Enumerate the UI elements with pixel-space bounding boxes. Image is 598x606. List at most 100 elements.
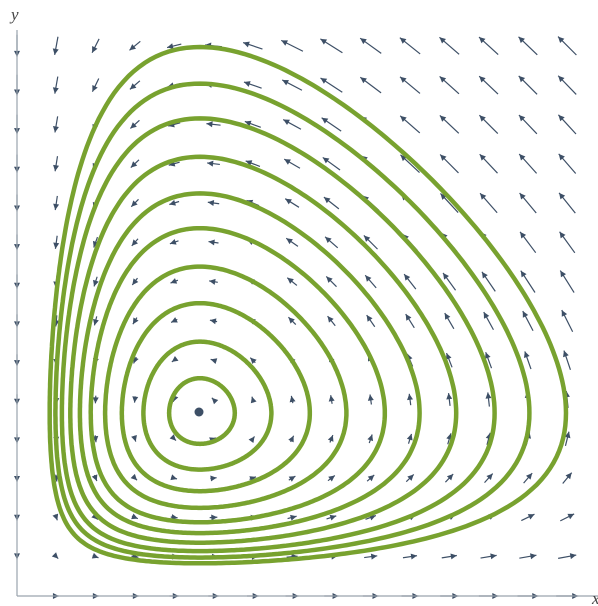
field-arrow-head (404, 274, 411, 281)
field-arrow-head (53, 164, 60, 172)
field-arrow-head (211, 397, 219, 405)
field-arrow-head (405, 314, 412, 321)
field-arrow-head (243, 81, 251, 87)
field-arrow-head (169, 238, 177, 245)
field-arrow-head (170, 474, 178, 481)
field-arrow-head (208, 239, 215, 246)
field-arrow-head (559, 231, 566, 239)
field-arrow-head (445, 353, 452, 360)
field-arrow-head (92, 397, 99, 404)
field-arrow-head (559, 192, 566, 200)
field-arrow-head (93, 318, 99, 326)
field-arrow-head (244, 120, 252, 127)
field-arrow-head (288, 476, 296, 482)
field-arrow-head (480, 193, 487, 200)
field-arrow-head (523, 351, 530, 359)
equilibrium-point (194, 407, 204, 417)
field-arrow-head (530, 553, 537, 560)
field-arrow-head (322, 157, 330, 164)
y-axis-label: y (9, 5, 19, 24)
field-arrow-head (518, 75, 526, 83)
field-arrow-head (131, 435, 137, 442)
field-arrow-head (479, 115, 486, 122)
field-arrow-head (400, 76, 407, 83)
field-arrow-head (283, 119, 290, 126)
field-arrow-head (285, 198, 292, 205)
field-arrow-head (329, 514, 337, 521)
field-arrow-head (563, 350, 569, 358)
field-arrow-head (446, 393, 453, 400)
field-arrow-head (130, 473, 138, 481)
field-arrow-head (519, 193, 526, 200)
field-arrow-head (439, 76, 447, 83)
field-arrow-head (479, 76, 486, 83)
orbit (102, 264, 349, 511)
field-arrow-head (522, 311, 529, 318)
field-arrow-head (171, 355, 179, 362)
field-arrow-head (450, 553, 457, 560)
field-arrow-head (366, 315, 373, 322)
field-arrow-head (210, 475, 217, 482)
orbit (88, 225, 388, 525)
orbit (119, 300, 313, 494)
field-arrow-head (287, 277, 294, 284)
field-arrow-head (131, 513, 138, 520)
field-arrow-head (248, 436, 255, 444)
field-arrow-head (440, 154, 447, 161)
field-arrow-head (440, 193, 447, 200)
field-arrow-head (129, 44, 137, 51)
field-arrow-head (561, 310, 568, 317)
field-arrow-head (249, 476, 257, 482)
field-arrow-head (407, 474, 414, 481)
field-arrow-head (52, 48, 59, 55)
field-arrow-head (410, 553, 418, 560)
orbit (53, 81, 532, 560)
field-arrow-head (439, 115, 447, 122)
field-arrow-head (132, 317, 139, 325)
field-arrow-head (481, 271, 488, 279)
field-arrow-head (527, 514, 535, 520)
field-arrow-head (479, 37, 486, 44)
orbit (47, 44, 569, 566)
field-arrow-head (130, 161, 138, 168)
field-arrow-head (52, 126, 59, 133)
orbit (141, 339, 274, 472)
field-arrow-head (525, 473, 533, 480)
field-arrow-head (53, 203, 60, 211)
orbit (77, 191, 422, 536)
field-arrow-head (170, 278, 178, 284)
field-arrow-head (406, 433, 413, 441)
field-arrow-head (206, 121, 213, 128)
field-arrow-head (131, 200, 138, 207)
field-arrow-head (360, 38, 367, 45)
field-arrow-head (284, 159, 291, 165)
field-arrow-head (407, 393, 414, 401)
field-arrow-head (558, 153, 565, 161)
field-arrow-head (564, 431, 571, 439)
field-arrow-head (323, 197, 331, 204)
field-arrow-head (367, 394, 374, 401)
field-arrow-head (486, 473, 493, 481)
field-arrow-head (209, 278, 216, 285)
field-arrow-head (363, 235, 371, 242)
field-arrow-head (558, 36, 565, 43)
field-arrow-head (560, 270, 567, 278)
field-arrow-head (399, 37, 407, 44)
field-arrow-head (288, 435, 294, 443)
orbit (59, 116, 497, 554)
field-arrow-head (207, 160, 214, 167)
field-arrow-head (289, 395, 296, 403)
field-arrow-head (286, 238, 293, 245)
field-arrow-head (52, 87, 59, 94)
field-arrow-head (321, 117, 329, 124)
field-arrow-head (439, 37, 446, 44)
field-arrow-head (518, 36, 525, 44)
field-arrow-head (250, 396, 257, 404)
field-arrow-head (565, 472, 572, 480)
field-arrow-head (518, 114, 526, 122)
field-arrow-head (484, 352, 491, 359)
field-arrow-head (207, 200, 215, 207)
field-arrow-head (243, 41, 250, 48)
field-arrow-head (52, 513, 59, 521)
